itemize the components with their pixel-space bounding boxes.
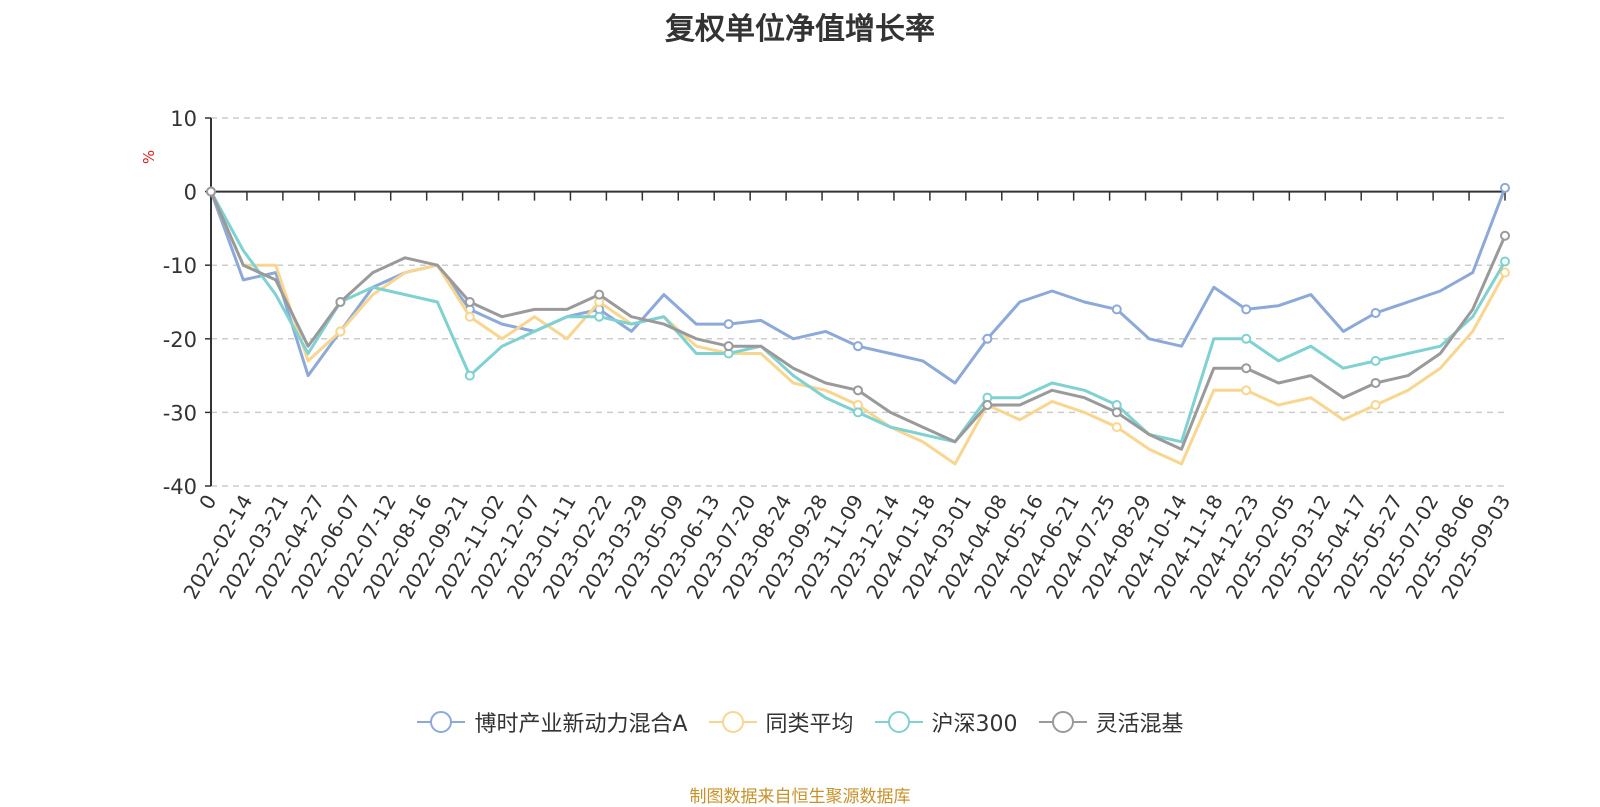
series-point-3	[723, 341, 734, 352]
series-point-0	[723, 319, 734, 330]
series-point-3	[1500, 230, 1510, 241]
legend: 博时产业新动力混合A 同类平均 沪深300 灵活混基	[0, 706, 1600, 738]
data-source-note: 制图数据来自恒生聚源数据库	[689, 787, 911, 807]
series-point-0	[1241, 304, 1252, 315]
series-point-0	[982, 333, 993, 344]
series-point-3	[594, 289, 605, 300]
series-point-3	[335, 297, 346, 307]
series-point-1	[335, 326, 346, 337]
legend-marker-icon	[874, 711, 923, 733]
series-point-1	[464, 311, 475, 322]
series-point-3	[982, 400, 993, 411]
legend-label: 沪深300	[931, 712, 1018, 737]
y-tick-label: -40	[163, 475, 197, 499]
series-point-3	[206, 186, 216, 197]
series-point-2	[464, 370, 475, 381]
legend-item[interactable]: 沪深300	[874, 706, 1018, 738]
y-tick-label: -10	[163, 254, 197, 278]
series-point-1	[1370, 400, 1381, 411]
legend-label: 博时产业新动力混合A	[474, 712, 688, 737]
y-tick-label: -30	[163, 401, 197, 425]
series-point-0	[1370, 308, 1381, 319]
y-tick-label: 0	[184, 181, 197, 205]
series-point-3	[1111, 407, 1122, 418]
series-point-2	[853, 407, 863, 418]
series-point-1	[1241, 385, 1252, 396]
series-point-3	[1241, 363, 1252, 374]
chart-title: 复权单位净值增长率	[665, 12, 935, 47]
series-point-2	[594, 311, 605, 322]
legend-marker-icon	[417, 711, 466, 733]
series-point-3	[1370, 377, 1381, 388]
legend-marker-icon	[1038, 711, 1087, 733]
series-point-3	[853, 385, 863, 396]
y-tick-label: 10	[170, 107, 197, 131]
legend-item[interactable]: 博时产业新动力混合A	[416, 706, 688, 738]
series-line-1	[209, 190, 1507, 466]
series-point-0	[1500, 182, 1510, 193]
legend-item[interactable]: 同类平均	[708, 706, 854, 738]
x-tick-label: 0	[194, 491, 221, 514]
series-point-1	[1500, 267, 1510, 278]
y-tick-label: -20	[163, 328, 197, 352]
series-point-3	[464, 297, 475, 307]
series-point-1	[1111, 422, 1122, 433]
series-point-2	[1241, 333, 1252, 344]
series-line-0	[209, 187, 1507, 385]
series-point-0	[1111, 304, 1122, 315]
legend-label: 同类平均	[765, 712, 854, 737]
series-point-2	[1500, 256, 1510, 267]
series-point-0	[853, 341, 863, 352]
legend-label: 灵活混基	[1095, 712, 1184, 737]
legend-item[interactable]: 灵活混基	[1038, 706, 1184, 738]
series-point-2	[1370, 355, 1381, 366]
legend-marker-icon	[708, 711, 757, 733]
